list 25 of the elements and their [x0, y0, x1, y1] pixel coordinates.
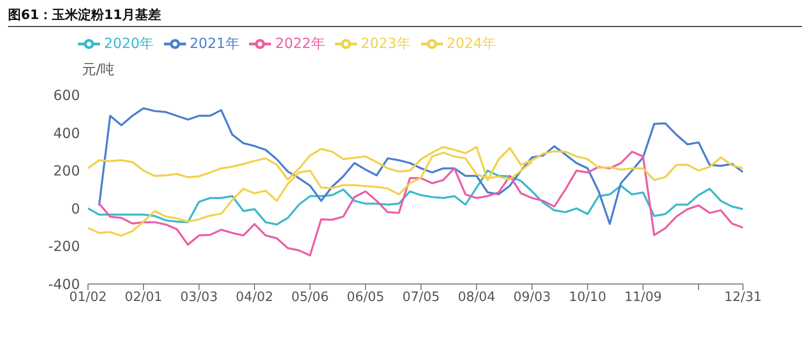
x-tick-label: 08/04: [458, 290, 496, 306]
legend-label: 2020年: [104, 36, 154, 52]
x-tick-label: 05/06: [291, 290, 329, 306]
x-tick-label: 02/01: [124, 290, 162, 306]
y-tick-label: 0: [71, 201, 80, 218]
x-tick-label: 09/03: [513, 290, 551, 306]
x-tick-label: 03/03: [180, 290, 218, 306]
y-tick-label: 600: [53, 88, 80, 104]
legend-label: 2023年: [360, 36, 411, 52]
legend-label: 2021年: [190, 36, 240, 52]
legend-label: 2024年: [446, 36, 496, 52]
x-tick-label: 11/09: [624, 290, 662, 306]
x-tick-label: 07/05: [402, 290, 440, 306]
y-tick-label: 200: [53, 164, 80, 180]
x-tick-label: 10/10: [568, 290, 606, 306]
x-tick-label: 06/05: [346, 290, 384, 306]
legend-label: 2022年: [275, 36, 325, 52]
y-tick-label: -200: [48, 239, 80, 256]
y-axis-title: 元/吨: [82, 61, 115, 79]
x-tick-label: 01/02: [69, 290, 107, 306]
x-tick-label: 04/02: [236, 290, 274, 306]
y-tick-label: 400: [53, 126, 80, 142]
chart-title: 图61：玉米淀粉11月基差: [8, 8, 802, 27]
x-tick-label: 12/31: [724, 290, 762, 306]
y-tick-label: -400: [48, 276, 80, 293]
